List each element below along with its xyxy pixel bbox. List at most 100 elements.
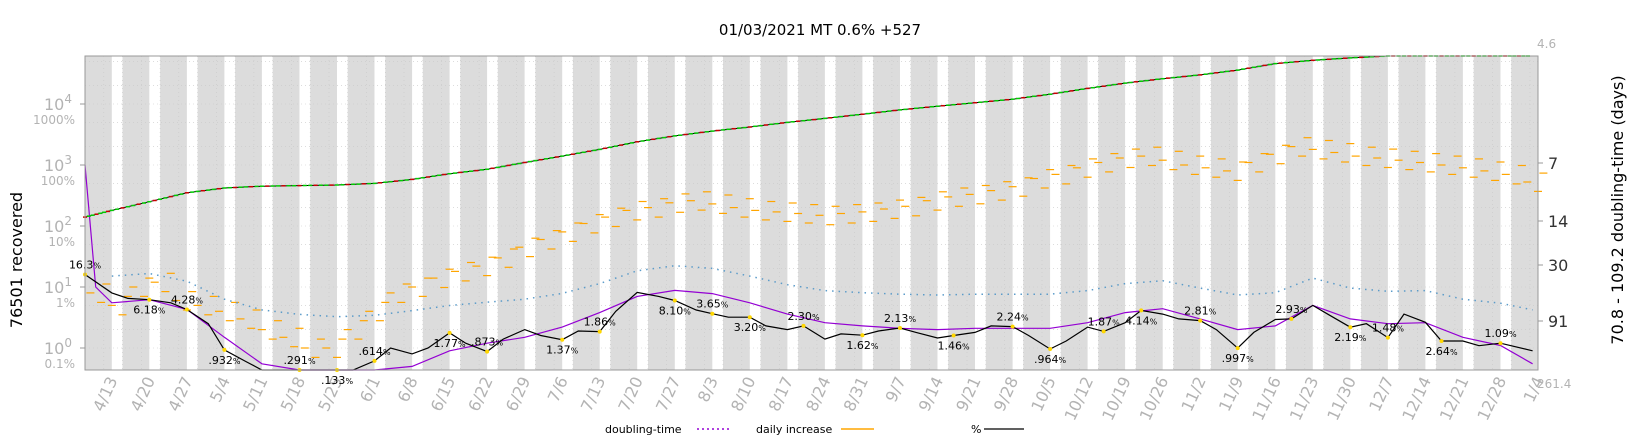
pct-sign: % — [683, 308, 691, 317]
x-tick-label: 9/21 — [952, 374, 984, 415]
weekend-band-4 — [235, 56, 262, 370]
x-tick-label: 10/5 — [1027, 374, 1059, 415]
left-pct-tick: 1000% — [33, 113, 75, 127]
pct-label: 2.81% — [1184, 305, 1217, 318]
x-tick-label: 5/4 — [206, 374, 234, 405]
pct-label: 3.20% — [734, 321, 767, 334]
weekend-band-36 — [1436, 56, 1463, 370]
weekend-shading — [85, 56, 1538, 370]
pct-sign: % — [871, 342, 879, 351]
left-pct-tick: 1% — [56, 296, 75, 310]
pct-point — [672, 298, 677, 303]
legend-doubling-label: doubling-time — [605, 423, 682, 436]
x-tick-label: 11/23 — [1286, 374, 1323, 424]
y-axis-label-right: 70.8 - 109.2 doubling-time (days) — [1608, 75, 1627, 344]
pct-sign: % — [93, 262, 101, 271]
pct-point — [184, 307, 189, 312]
x-tick-label: 4/27 — [164, 374, 196, 415]
pct-point — [1139, 308, 1144, 313]
left-count-tick: 104 — [44, 92, 72, 114]
pct-label: 6.18% — [133, 304, 166, 317]
right-axis-bottom-label: 261.4 — [1537, 377, 1571, 391]
x-tick-label: 10/12 — [1061, 374, 1098, 424]
weekend-band-33 — [1323, 56, 1351, 370]
left-pct-tick: 10% — [48, 235, 75, 249]
x-tick-label: 6/15 — [427, 374, 459, 415]
pct-sign: % — [1112, 318, 1120, 327]
x-tick-label: 6/22 — [464, 374, 496, 415]
pct-label: .291% — [283, 354, 316, 367]
x-tick-label: 4/13 — [89, 374, 121, 415]
weekend-band-34 — [1361, 56, 1388, 370]
weekend-band-3 — [197, 56, 225, 370]
x-tick-label: 5/18 — [277, 374, 309, 415]
x-tick-label: 6/8 — [394, 374, 422, 405]
pct-sign: % — [1396, 325, 1404, 334]
pct-point — [710, 311, 715, 316]
pct-point — [1101, 329, 1106, 334]
weekend-band-8 — [385, 56, 413, 370]
exponent: 1 — [64, 275, 72, 289]
left-count-tick: 103 — [44, 153, 72, 175]
x-tick-label: 7/27 — [652, 374, 684, 415]
percent-labels: 16.3%6.18%4.28%.932% .291%.133%.614%1.77%… — [69, 259, 1517, 388]
pct-sign: % — [1359, 334, 1367, 343]
weekend-band-27 — [1098, 56, 1126, 370]
pct-point — [1010, 324, 1015, 329]
pct-sign: % — [1450, 348, 1458, 357]
pct-sign: % — [195, 297, 203, 306]
left-count-tick: 100 — [44, 336, 72, 358]
grid-lines — [84, 56, 1538, 370]
legend-pct-label: % — [971, 423, 981, 436]
pct-sign: % — [1246, 355, 1254, 364]
x-tick-label: 8/17 — [765, 374, 797, 415]
x-tick-label: 7/6 — [544, 374, 572, 405]
x-tick-label: 8/24 — [802, 374, 834, 415]
pct-sign: % — [571, 347, 579, 356]
pct-sign: % — [158, 307, 166, 316]
pct-label: 1.48% — [1372, 322, 1405, 335]
pct-point — [222, 347, 227, 352]
weekend-band-24 — [985, 56, 1013, 370]
pct-point — [485, 349, 490, 354]
pct-label: 4.28% — [171, 294, 204, 307]
pct-label: .614% — [358, 345, 391, 358]
exponent: 3 — [64, 153, 72, 167]
pct-label: 2.19% — [1334, 331, 1367, 344]
y-axis-label-left: 76501 recovered — [7, 192, 26, 328]
pct-label: 1.62% — [846, 339, 879, 352]
pct-label: .932% — [208, 354, 241, 367]
x-tick-label: 6/1 — [356, 374, 384, 405]
exponent: 0 — [64, 336, 72, 350]
weekend-band-2 — [160, 56, 187, 370]
weekend-band-6 — [310, 56, 337, 370]
pct-point — [951, 333, 956, 338]
x-tick-label: 10/19 — [1098, 374, 1135, 424]
pct-point — [1439, 339, 1444, 343]
pct-point — [860, 333, 865, 338]
weekend-band-12 — [535, 56, 563, 370]
weekend-band-28 — [1135, 56, 1163, 370]
pct-sign: % — [1300, 306, 1308, 315]
weekend-band-25 — [1023, 56, 1051, 370]
x-axis-ticks: 4/13 4/20 4/27 5/4 5/11 5/18 5/25 6/1 6/8 6/15 6/2… — [89, 374, 1548, 424]
pct-label: 1.77% — [434, 337, 467, 350]
weekend-band-21 — [873, 56, 900, 370]
x-tick-label: 10/26 — [1136, 374, 1173, 424]
x-tick-label: 11/2 — [1177, 374, 1209, 415]
x-tick-label: 8/31 — [840, 374, 872, 415]
pct-point — [747, 315, 752, 320]
pct-label: 1.37% — [546, 344, 579, 357]
weekend-band-1 — [122, 56, 150, 370]
weekend-band-29 — [1173, 56, 1201, 370]
pct-point — [1235, 346, 1240, 351]
pct-point — [447, 330, 452, 335]
pct-label: 2.13% — [884, 312, 917, 325]
pct-point — [1289, 316, 1294, 321]
pct-point — [372, 358, 377, 363]
right-axis-top-label: 4.6 — [1537, 37, 1556, 51]
x-tick-label: 12/21 — [1436, 374, 1473, 424]
pct-label: .997% — [1222, 352, 1255, 365]
weekend-band-16 — [685, 56, 713, 370]
